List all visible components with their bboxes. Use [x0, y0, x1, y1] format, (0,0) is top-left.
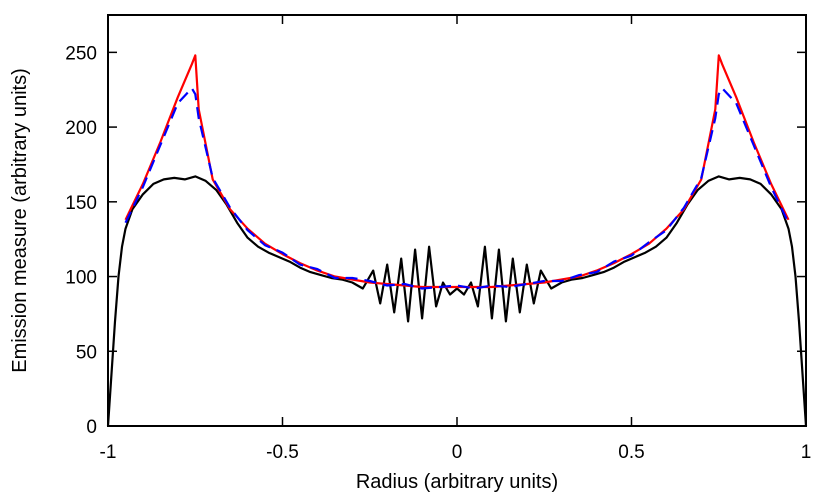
- x-tick-label: 0: [452, 442, 463, 463]
- axis-tick-labels: -1 -0.5 0 0.5 1 0 50 100 150 200 250: [65, 43, 811, 463]
- y-tick-label: 200: [65, 118, 97, 139]
- series-line-blue-dashed: [124, 87, 790, 290]
- y-axis-title: Emission measure (arbitrary units): [9, 68, 31, 373]
- series-line-red-solid: [124, 54, 790, 289]
- y-tick-label: 250: [65, 43, 97, 64]
- plot-frame: [107, 14, 807, 427]
- x-tick-label: 0.5: [618, 442, 644, 463]
- x-axis-title: Radius (arbitrary units): [356, 471, 558, 493]
- axis-ticks: [107, 15, 807, 427]
- y-tick-label: 150: [65, 193, 97, 214]
- y-tick-label: 100: [65, 268, 97, 289]
- y-tick-label: 50: [76, 342, 97, 363]
- x-tick-label: 1: [801, 442, 812, 463]
- y-tick-label: 0: [86, 417, 97, 438]
- x-tick-label: -0.5: [266, 442, 299, 463]
- series-line-black-solid: [106, 175, 808, 427]
- x-tick-label: -1: [100, 442, 117, 463]
- series-layer: [106, 54, 808, 427]
